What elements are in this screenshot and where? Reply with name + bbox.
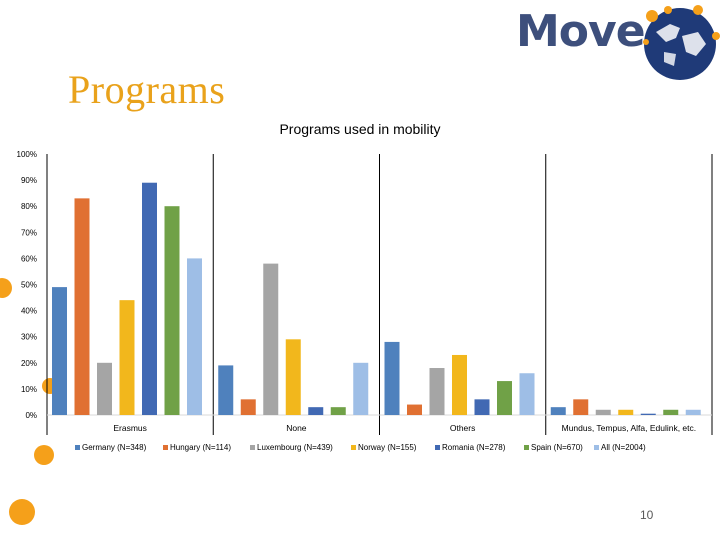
bar [474, 399, 490, 415]
move-logo: Move [508, 0, 720, 82]
bar [519, 373, 535, 415]
bar [52, 287, 67, 415]
bar [497, 381, 512, 415]
bar [164, 206, 180, 415]
bar [119, 300, 135, 415]
y-tick-label: 0% [25, 411, 37, 420]
legend-swatch [75, 445, 80, 450]
bar [263, 263, 279, 415]
globe-icon [643, 5, 720, 80]
bar [285, 339, 301, 415]
y-tick-label: 10% [21, 385, 37, 394]
decorative-circle [0, 278, 12, 298]
page-number: 10 [640, 508, 654, 522]
bar [187, 258, 202, 415]
category-label: None [286, 423, 307, 433]
category-label: Others [450, 423, 476, 433]
bar [452, 354, 467, 415]
legend-label: All (N=2004) [601, 443, 646, 452]
legend-label: Romania (N=278) [442, 443, 506, 452]
slide-title: Programs [68, 67, 226, 112]
bar [240, 399, 256, 415]
category-label: Mundus, Tempus, Alfa, Edulink, etc. [562, 423, 697, 433]
bar [685, 409, 701, 415]
y-tick-label: 40% [21, 307, 37, 316]
bar [142, 182, 157, 415]
decorative-circle [9, 499, 35, 525]
y-tick-label: 70% [21, 228, 37, 237]
y-tick-label: 90% [21, 176, 37, 185]
bar [640, 413, 656, 415]
bar [384, 341, 400, 415]
bar [663, 409, 679, 415]
y-tick-label: 20% [21, 359, 37, 368]
decorative-circle [34, 445, 54, 465]
bar [308, 407, 324, 415]
legend-swatch [594, 445, 599, 450]
legend-label: Germany (N=348) [82, 443, 147, 452]
bar [218, 365, 234, 415]
y-tick-label: 100% [17, 150, 37, 159]
chart-title: Programs used in mobility [279, 121, 441, 137]
category-label: Erasmus [113, 423, 147, 433]
bar [550, 407, 566, 415]
legend-swatch [435, 445, 440, 450]
bar [407, 404, 422, 415]
bar [74, 198, 90, 415]
legend-label: Luxembourg (N=439) [257, 443, 333, 452]
bar [573, 399, 589, 415]
legend-swatch [524, 445, 529, 450]
bar [353, 362, 369, 415]
legend-label: Hungary (N=114) [170, 443, 231, 452]
y-tick-label: 50% [21, 281, 37, 290]
legend-swatch [250, 445, 255, 450]
legend-label: Norway (N=155) [358, 443, 417, 452]
bar-chart: 0% 10% 20% 30% 40% 50% 60% 70% 80% 90% 100% Erasmus… [17, 150, 713, 452]
y-tick-label: 80% [21, 202, 37, 211]
bar [429, 368, 445, 415]
bar [97, 362, 112, 415]
legend-label: Spain (N=670) [531, 443, 583, 452]
bar [595, 409, 611, 415]
legend-swatch [163, 445, 168, 450]
bar [330, 407, 346, 415]
y-tick-label: 30% [21, 333, 37, 342]
legend-swatch [351, 445, 356, 450]
y-tick-label: 60% [21, 254, 37, 263]
bar [618, 409, 634, 415]
logo-text: Move [516, 6, 646, 57]
